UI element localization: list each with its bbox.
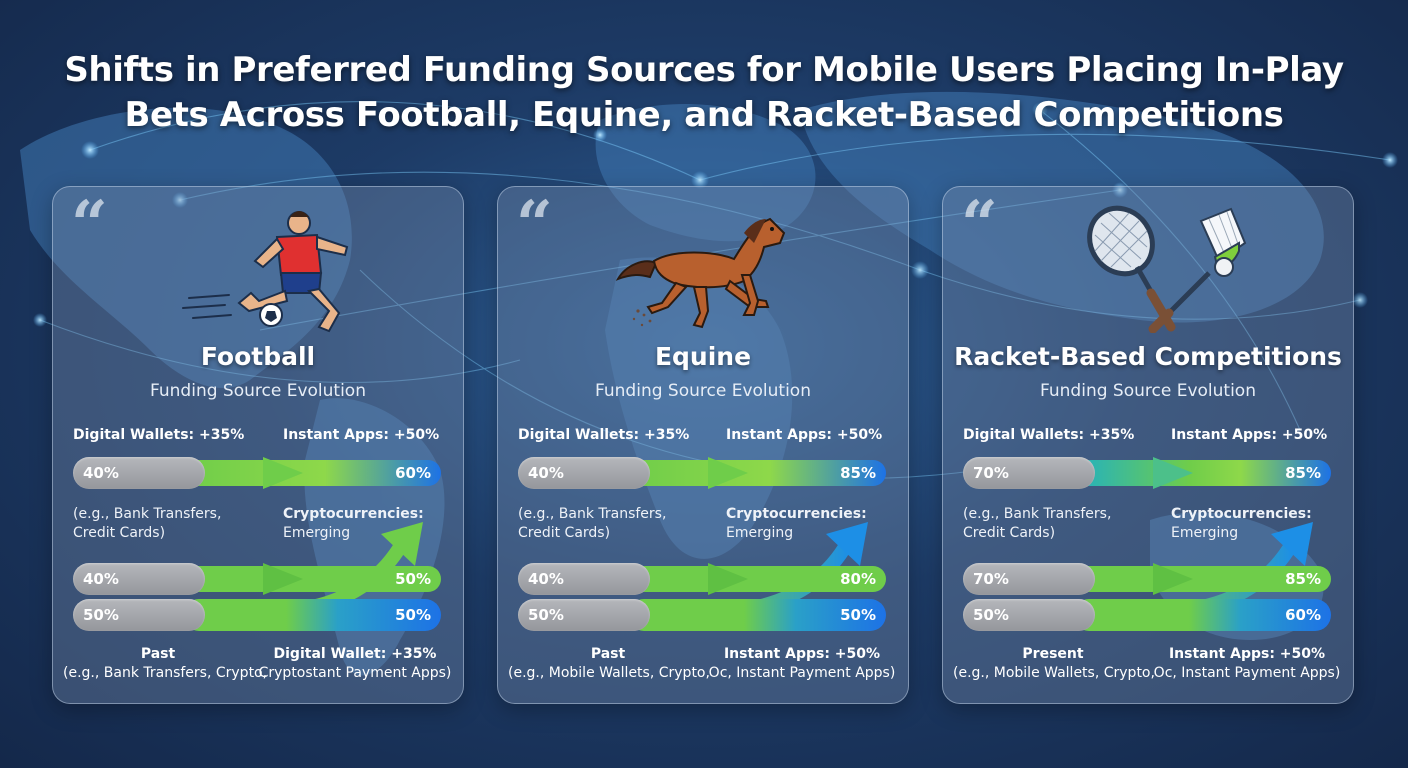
bar-1-right-value: 60%: [395, 464, 431, 482]
bar-3-left-value: 50%: [528, 606, 564, 624]
bar-1-left-value: 40%: [528, 464, 564, 482]
bar-3-right-value: 60%: [1285, 606, 1321, 624]
note-right-line-2: Emerging: [283, 525, 351, 541]
bar-1-left-value: 40%: [83, 464, 119, 482]
quote-icon: “: [961, 187, 998, 262]
footer-left-text: (e.g., Bank Transfers, Crypto,: [63, 665, 268, 681]
bar-2: 70% 85%: [963, 563, 1331, 595]
bar-3: 50% 60%: [963, 599, 1331, 631]
note-left: (e.g., Bank Transfers, Credit Cards): [963, 505, 1111, 543]
note-right: Cryptocurrencies: Emerging: [283, 505, 424, 543]
footer-right-heading: Digital Wallet: +35%: [273, 646, 437, 662]
bar-1-right-value: 85%: [840, 464, 876, 482]
bar-3: 50% 50%: [73, 599, 441, 631]
note-left: (e.g., Bank Transfers, Credit Cards): [518, 505, 666, 543]
footer-right-text: Oc, Instant Payment Apps): [1153, 665, 1341, 681]
note-left-line-1: (e.g., Bank Transfers,: [518, 506, 667, 522]
bar-2-left-value: 70%: [973, 570, 1009, 588]
footer-left-heading: Present: [1022, 646, 1084, 662]
footer-left: Past (e.g., Bank Transfers, Crypto,: [63, 645, 268, 683]
title-line-1: Shifts in Preferred Funding Sources for …: [64, 50, 1344, 90]
footer-right: Instant Apps: +50% Oc, Instant Payment A…: [704, 645, 900, 683]
card-equine: “ Equine Funding Source Evolution Digita…: [497, 186, 909, 704]
bar-2: 40% 50%: [73, 563, 441, 595]
racket-shuttlecock-icon: [1087, 205, 1247, 333]
label-digital-wallets: Digital Wallets: +35%: [518, 427, 690, 443]
card-subtitle: Funding Source Evolution: [150, 381, 366, 401]
note-right-line-2: Emerging: [1171, 525, 1239, 541]
footer-left-heading: Past: [140, 646, 176, 662]
footer-right-text: Cryptostant Payment Apps): [258, 665, 452, 681]
card-subtitle: Funding Source Evolution: [1040, 381, 1256, 401]
footer-left-text: (e.g., Mobile Wallets, Crypto,: [508, 665, 710, 681]
label-digital-wallets: Digital Wallets: +35%: [963, 427, 1135, 443]
card-title: Racket-Based Competitions: [954, 342, 1342, 371]
bar-2-right-value: 50%: [395, 570, 431, 588]
note-left-line-2: Credit Cards): [73, 525, 166, 541]
note-left: (e.g., Bank Transfers, Credit Cards): [73, 505, 221, 543]
note-right: Cryptocurrencies: Emerging: [1171, 505, 1312, 543]
bar-3-left-value: 50%: [83, 606, 119, 624]
bar-1-right-value: 85%: [1285, 464, 1321, 482]
note-right: Cryptocurrencies: Emerging: [726, 505, 867, 543]
footer-right: Instant Apps: +50% Oc, Instant Payment A…: [1149, 645, 1345, 683]
bar-3-left-value: 50%: [973, 606, 1009, 624]
bar-2-right-value: 80%: [840, 570, 876, 588]
footer-left: Present (e.g., Mobile Wallets, Crypto,: [953, 645, 1155, 683]
page-title: Shifts in Preferred Funding Sources for …: [40, 48, 1368, 138]
footer-right-heading: Instant Apps: +50%: [723, 646, 881, 662]
quote-icon: “: [516, 187, 553, 262]
footer-left: Past (e.g., Mobile Wallets, Crypto,: [508, 645, 710, 683]
note-right-line-1: Cryptocurrencies:: [283, 506, 424, 522]
footer-left-text: (e.g., Mobile Wallets, Crypto,: [953, 665, 1155, 681]
footer-right: Digital Wallet: +35% Cryptostant Payment…: [257, 645, 453, 683]
card-title: Equine: [654, 342, 752, 371]
bar-1-left-value: 70%: [973, 464, 1009, 482]
bar-1: 70% 85%: [963, 457, 1331, 489]
label-instant-apps: Instant Apps: +50%: [726, 427, 883, 443]
bar-3-right-value: 50%: [395, 606, 431, 624]
label-instant-apps: Instant Apps: +50%: [1171, 427, 1328, 443]
card-title: Football: [200, 342, 316, 371]
note-left-line-1: (e.g., Bank Transfers,: [73, 506, 222, 522]
note-left-line-2: Credit Cards): [518, 525, 611, 541]
note-right-line-1: Cryptocurrencies:: [1171, 506, 1312, 522]
bar-3: 50% 50%: [518, 599, 886, 631]
horse-icon: [615, 217, 786, 329]
note-right-line-2: Emerging: [726, 525, 794, 541]
bar-3-right-value: 50%: [840, 606, 876, 624]
label-instant-apps: Instant Apps: +50%: [283, 427, 440, 443]
note-right-line-1: Cryptocurrencies:: [726, 506, 867, 522]
note-left-line-1: (e.g., Bank Transfers,: [963, 506, 1112, 522]
soccer-player-icon: [182, 211, 349, 333]
bar-2-left-value: 40%: [528, 570, 564, 588]
quote-icon: “: [71, 187, 108, 262]
bar-2-right-value: 85%: [1285, 570, 1321, 588]
bar-2: 40% 80%: [518, 563, 886, 595]
footer-left-heading: Past: [590, 646, 626, 662]
card-subtitle: Funding Source Evolution: [595, 381, 811, 401]
card-football: “ Football Funding Source Evolution Digi…: [52, 186, 464, 704]
label-digital-wallets: Digital Wallets: +35%: [73, 427, 245, 443]
note-left-line-2: Credit Cards): [963, 525, 1056, 541]
card-racket: “ Racket-Based Competitions Funding Sour…: [942, 186, 1354, 704]
footer-right-text: Oc, Instant Payment Apps): [708, 665, 896, 681]
bar-1: 40% 85%: [518, 457, 886, 489]
title-line-2: Bets Across Football, Equine, and Racket…: [124, 95, 1284, 135]
footer-right-heading: Instant Apps: +50%: [1168, 646, 1326, 662]
bar-2-left-value: 40%: [83, 570, 119, 588]
bar-1: 40% 60%: [73, 457, 441, 489]
